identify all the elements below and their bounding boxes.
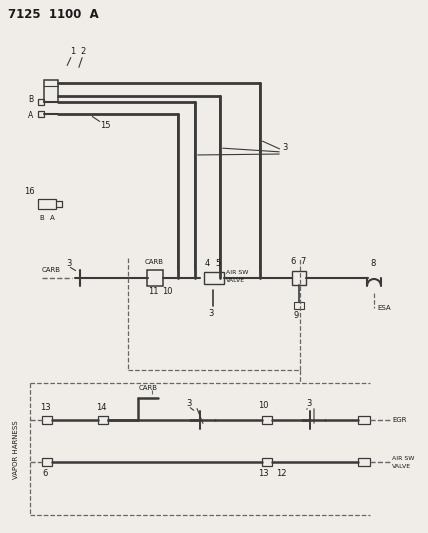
Text: EGR: EGR xyxy=(392,417,407,423)
Text: 13: 13 xyxy=(258,470,269,479)
Text: 13: 13 xyxy=(40,403,51,413)
Bar xyxy=(38,99,44,105)
Bar xyxy=(358,416,370,424)
Text: 9: 9 xyxy=(294,311,299,320)
Text: 4: 4 xyxy=(205,260,210,269)
Bar xyxy=(294,302,304,309)
Text: B: B xyxy=(28,95,33,104)
Bar xyxy=(262,416,272,424)
Bar xyxy=(358,458,370,466)
Text: 16: 16 xyxy=(24,188,35,197)
Text: 14: 14 xyxy=(96,403,107,413)
Text: 3: 3 xyxy=(186,400,191,408)
Text: VALVE: VALVE xyxy=(392,464,411,469)
Bar xyxy=(262,458,272,466)
Text: 7125  1100  A: 7125 1100 A xyxy=(8,7,99,20)
Text: 1: 1 xyxy=(70,47,75,56)
Text: 3: 3 xyxy=(208,309,214,318)
Bar xyxy=(292,271,306,285)
Text: 10: 10 xyxy=(162,287,172,296)
Text: 10: 10 xyxy=(258,401,268,410)
Text: 3: 3 xyxy=(282,143,287,152)
Text: 2: 2 xyxy=(80,47,85,56)
Text: 3: 3 xyxy=(306,400,312,408)
Bar xyxy=(98,416,108,424)
Text: 8: 8 xyxy=(370,260,375,269)
Text: ESA: ESA xyxy=(377,305,391,311)
Text: A: A xyxy=(50,215,55,221)
Text: AIR SW: AIR SW xyxy=(392,456,414,461)
Bar xyxy=(147,270,163,286)
Text: 12: 12 xyxy=(276,470,286,479)
Text: 7: 7 xyxy=(300,257,305,266)
Bar xyxy=(42,416,52,424)
Text: 11: 11 xyxy=(148,287,158,296)
Bar xyxy=(42,458,52,466)
Text: 3: 3 xyxy=(66,260,71,269)
Bar xyxy=(38,199,56,209)
Bar xyxy=(38,111,44,117)
Text: 6: 6 xyxy=(42,470,48,479)
Text: CARB: CARB xyxy=(42,267,61,273)
Bar xyxy=(44,80,58,102)
Bar xyxy=(204,272,224,284)
Text: CARB: CARB xyxy=(145,259,164,265)
Text: A: A xyxy=(28,110,33,119)
Text: AIR SW: AIR SW xyxy=(226,271,248,276)
Text: 15: 15 xyxy=(100,120,110,130)
Text: 6: 6 xyxy=(290,257,295,266)
Text: VALVE: VALVE xyxy=(226,279,245,284)
Text: B: B xyxy=(39,215,44,221)
Text: CARB: CARB xyxy=(139,385,158,391)
Text: 5: 5 xyxy=(215,260,220,269)
Text: VAPOR HARNESS: VAPOR HARNESS xyxy=(13,421,19,479)
